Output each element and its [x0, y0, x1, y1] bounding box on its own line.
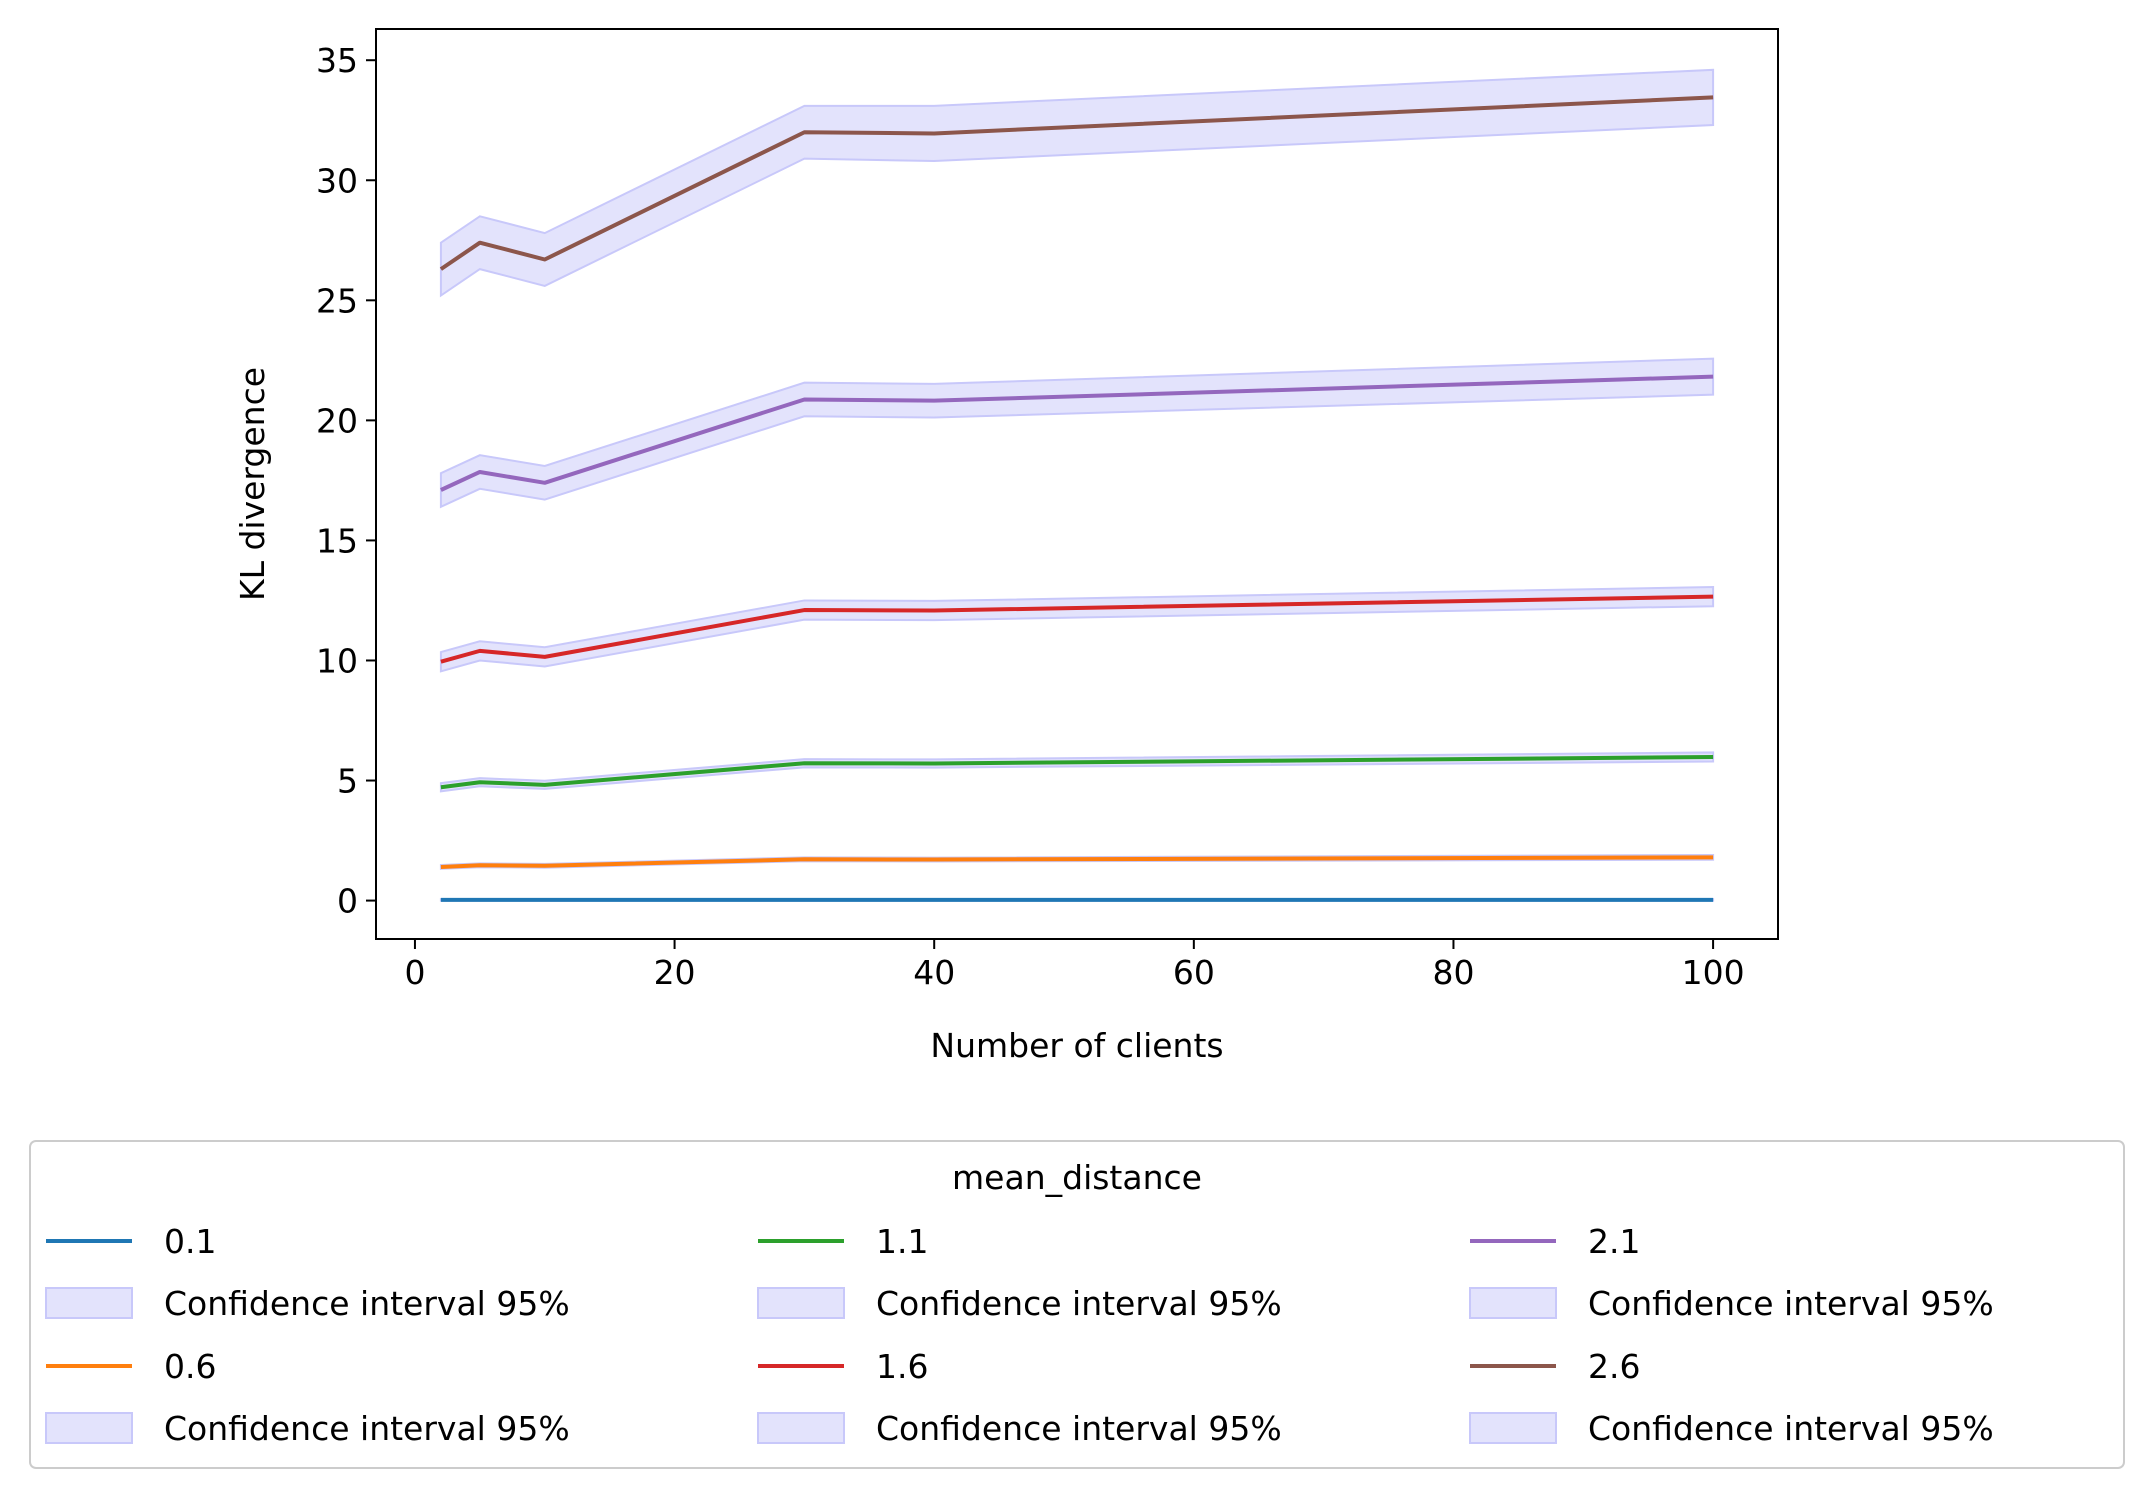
y-axis-ticks: 0 5 10 15 20 25 30 35 — [316, 41, 376, 921]
legend-series-label: 2.6 — [1588, 1347, 1640, 1386]
y-tick-label: 0 — [337, 882, 358, 921]
x-tick-label: 60 — [1173, 953, 1215, 992]
x-axis-label: Number of clients — [930, 1026, 1223, 1065]
y-axis-label: KL divergence — [233, 367, 272, 601]
legend-series-label: 2.1 — [1588, 1222, 1640, 1261]
legend-band-swatch — [45, 1287, 133, 1319]
legend-frame — [29, 1140, 2125, 1469]
legend-series-label: 0.1 — [164, 1222, 216, 1261]
legend-series-label: 1.6 — [876, 1347, 928, 1386]
y-tick-label: 25 — [316, 281, 358, 320]
x-tick-label: 80 — [1432, 953, 1474, 992]
legend-band-swatch — [1469, 1287, 1557, 1319]
legend-band-label: Confidence interval 95% — [1588, 1409, 1994, 1448]
legend-band-swatch — [1469, 1412, 1557, 1444]
x-axis-ticks: 0 20 40 60 80 100 — [404, 939, 1745, 992]
series-lines — [439, 95, 1714, 902]
plot-frame — [375, 28, 1779, 940]
series-line-5 — [439, 95, 1714, 271]
y-tick-label: 5 — [337, 762, 358, 801]
legend-band-label: Confidence interval 95% — [164, 1409, 570, 1448]
ci-band-2 — [439, 751, 1715, 793]
series-line-4 — [440, 374, 1714, 492]
legend-items: 0.1 Confidence interval 95% 0.6 Confidence … — [45, 1222, 1994, 1448]
y-tick-label: 30 — [316, 161, 358, 200]
x-tick-label: 100 — [1682, 953, 1745, 992]
ci-band-5 — [439, 68, 1715, 298]
legend-band-label: Confidence interval 95% — [876, 1409, 1282, 1448]
legend-band-label: Confidence interval 95% — [164, 1284, 570, 1323]
x-tick-label: 20 — [654, 953, 696, 992]
y-tick-label: 10 — [316, 641, 358, 680]
legend-title: mean_distance — [952, 1158, 1202, 1197]
ci-band-3 — [439, 585, 1715, 673]
legend-band-swatch — [45, 1412, 133, 1444]
ci-band-4 — [439, 357, 1715, 509]
legend-band-label: Confidence interval 95% — [876, 1284, 1282, 1323]
x-tick-label: 40 — [913, 953, 955, 992]
legend-band-swatch — [757, 1287, 845, 1319]
y-tick-label: 35 — [316, 41, 358, 80]
legend-series-label: 1.1 — [876, 1222, 928, 1261]
series-line-1 — [440, 855, 1714, 869]
legend-series-label: 0.6 — [164, 1347, 216, 1386]
y-tick-label: 20 — [316, 401, 358, 440]
legend: mean_distance 0.1 Confidence interval 95%… — [29, 1140, 2125, 1469]
x-tick-label: 0 — [404, 953, 425, 992]
series-line-3 — [440, 594, 1714, 664]
y-tick-label: 15 — [316, 521, 358, 560]
series-line-2 — [440, 755, 1714, 790]
legend-band-label: Confidence interval 95% — [1588, 1284, 1994, 1323]
legend-band-swatch — [757, 1412, 845, 1444]
